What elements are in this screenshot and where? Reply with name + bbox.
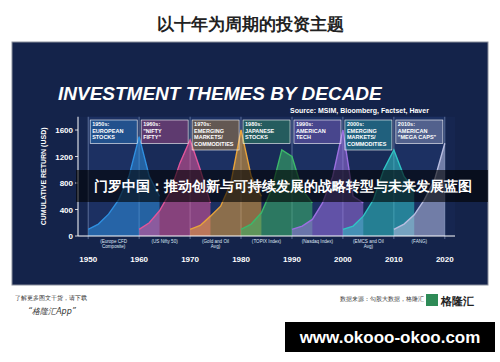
legend-label: 1980s:JAPANESESTOCKS: [245, 121, 275, 140]
slide: [12, 42, 488, 285]
watermark: www.okooo-okoo.com: [299, 328, 481, 347]
legend-line: 1960s:: [143, 121, 160, 127]
legend-line: JAPANESE: [245, 128, 275, 134]
legend-line: AMERICAN: [296, 128, 326, 134]
legend-label: 1990s:AMERICANTECH: [296, 121, 326, 140]
index-line: Composite): [102, 244, 126, 249]
footer-note: 了解更多图文干货，请下载: [15, 294, 87, 302]
x-tick-label: 2000: [334, 255, 352, 264]
index-line: (Nasdaq Index): [302, 239, 334, 244]
legend-line: FIFTY": [143, 134, 161, 140]
legend-line: EMERGING: [194, 128, 224, 134]
x-tick-label: 1950: [79, 255, 97, 264]
x-tick-label: 1990: [283, 255, 301, 264]
index-label: (TOPIX Index): [252, 239, 282, 244]
logo-text: 格隆汇: [440, 295, 474, 308]
index-label: (US Nifty 50): [151, 239, 178, 244]
index-line: (FANG): [412, 239, 428, 244]
legend-line: EMERGING: [347, 128, 377, 134]
legend-label: 2010s:AMERICAN"MEGA CAPS": [398, 121, 437, 140]
legend-line: STOCKS: [92, 134, 115, 140]
index-line: (US Nifty 50): [151, 239, 178, 244]
banner: [76, 170, 488, 202]
legend-line: COMMODITIES: [194, 141, 234, 147]
index-label: (EMCS and OilAvg): [353, 239, 384, 249]
logo-icon: [426, 294, 438, 306]
legend-label: 1950s:EUROPEANSTOCKS: [92, 121, 123, 140]
x-tick-label: 2020: [436, 255, 454, 264]
watermark-box: [285, 322, 495, 352]
index-line: Avg): [211, 244, 221, 249]
legend-label: 2000s:EMERGINGMARKETS/COMMODITIES: [347, 121, 387, 147]
y-tick-label: 1600: [55, 126, 73, 135]
page: 以十年为周期的投资主题 INVESTMENT THEMES BY DECADE So…: [0, 0, 500, 362]
x-tick-label: 1970: [181, 255, 199, 264]
chart-title: INVESTMENT THEMES BY DECADE: [58, 83, 383, 104]
legend-box: [192, 120, 239, 150]
y-tick-label: 800: [60, 179, 74, 188]
legend-label: 1970s:EMERGINGMARKETS/COMMODITIES: [194, 121, 234, 147]
y-tick-label: 400: [60, 206, 74, 215]
index-line: Avg): [364, 244, 374, 249]
heading: 以十年为周期的投资主题: [157, 14, 344, 34]
y-tick-label: 0: [69, 232, 74, 241]
index-label: (Gold and OilAvg): [202, 239, 229, 249]
legend-line: MARKETS/: [347, 134, 376, 140]
legend-box: [141, 120, 188, 144]
legend-box: [396, 120, 443, 144]
legend-line: EUROPEAN: [92, 128, 123, 134]
legend-box: [294, 120, 341, 144]
legend-line: TECH: [296, 134, 311, 140]
legend-line: MARKETS/: [194, 134, 223, 140]
legend-line: 2000s:: [347, 121, 364, 127]
index-line: (TOPIX Index): [252, 239, 282, 244]
index-label: (FANG): [412, 239, 428, 244]
x-tick-label: 1960: [130, 255, 148, 264]
legend-line: AMERICAN: [398, 128, 428, 134]
source-note: 数据来源：勾股大数据，格隆汇: [340, 295, 424, 302]
footer-app: “格隆汇App”: [28, 307, 77, 316]
legend-line: "MEGA CAPS": [398, 134, 437, 140]
legend-label: 1960s:"NIFTYFIFTY": [143, 121, 162, 140]
legend-box: [243, 120, 290, 144]
legend-line: 1990s:: [296, 121, 313, 127]
legend-box: [90, 120, 137, 144]
legend-line: 1980s:: [245, 121, 262, 127]
legend-line: 2010s:: [398, 121, 415, 127]
x-axis: [78, 236, 455, 237]
y-axis-label: CUMULATIVE RETURN (USD): [40, 127, 48, 225]
legend-line: STOCKS: [245, 134, 268, 140]
legend-line: 1970s:: [194, 121, 211, 127]
index-label: (Nasdaq Index): [302, 239, 334, 244]
legend-line: "NIFTY: [143, 128, 162, 134]
index-label: (Europe CFDComposite): [100, 239, 128, 249]
banner-text: 门罗中国：推动创新与可持续发展的战略转型与未来发展蓝图: [94, 178, 472, 194]
chart-subtitle: Source: MSIM, Bloomberg, Factset, Haver: [290, 107, 429, 115]
legend-line: COMMODITIES: [347, 141, 387, 147]
legend-box: [345, 120, 392, 150]
x-tick-label: 2010: [385, 255, 403, 264]
y-tick-label: 1200: [55, 153, 73, 162]
legend-line: 1950s:: [92, 121, 109, 127]
x-tick-label: 1980: [232, 255, 250, 264]
